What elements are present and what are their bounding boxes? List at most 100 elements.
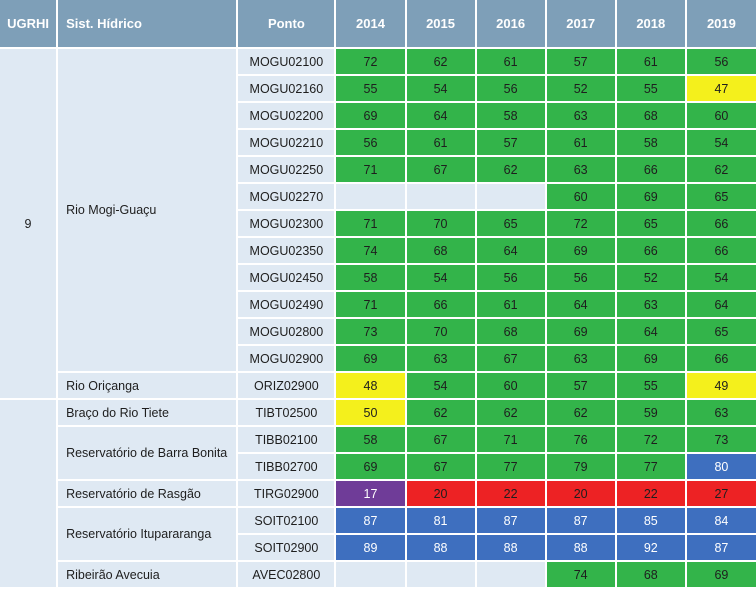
sistema-hidrico-cell: Reservatório Itupararanga [58, 508, 237, 560]
ponto-cell: TIBB02700 [238, 454, 335, 479]
ponto-cell: ORIZ02900 [238, 373, 335, 398]
value-cell: 85 [616, 508, 685, 533]
value-cell: 57 [546, 49, 615, 74]
value-cell: 54 [406, 265, 475, 290]
value-cell: 61 [546, 130, 615, 155]
sistema-hidrico-cell: Reservatório de Rasgão [58, 481, 237, 506]
value-cell: 88 [476, 535, 545, 560]
sistema-hidrico-cell: Rio Oriçanga [58, 373, 237, 398]
value-cell: 77 [616, 454, 685, 479]
value-cell: 67 [406, 427, 475, 452]
value-cell: 60 [686, 103, 756, 128]
value-cell: 54 [406, 373, 475, 398]
value-cell: 61 [406, 130, 475, 155]
ponto-cell: SOIT02100 [238, 508, 335, 533]
value-cell: 59 [616, 400, 685, 425]
value-cell: 66 [406, 292, 475, 317]
value-cell: 69 [686, 562, 756, 587]
value-cell [336, 562, 405, 587]
value-cell: 20 [546, 481, 615, 506]
ponto-cell: MOGU02800 [238, 319, 335, 344]
value-cell: 22 [476, 481, 545, 506]
value-cell: 71 [336, 157, 405, 182]
value-cell: 88 [406, 535, 475, 560]
value-cell: 68 [406, 238, 475, 263]
value-cell: 87 [476, 508, 545, 533]
ponto-cell: MOGU02490 [238, 292, 335, 317]
value-cell: 22 [616, 481, 685, 506]
value-cell: 64 [406, 103, 475, 128]
value-cell: 56 [476, 76, 545, 101]
value-cell: 73 [686, 427, 756, 452]
value-cell: 77 [476, 454, 545, 479]
value-cell [336, 184, 405, 209]
value-cell: 63 [546, 103, 615, 128]
value-cell: 69 [616, 184, 685, 209]
table-row: MOGU02300 71 70 65 72 65 66 [0, 211, 756, 236]
header-sist-hidrico: Sist. Hídrico [58, 0, 237, 47]
table-row: TIBB02700 69 67 77 79 77 80 [0, 454, 756, 479]
value-cell: 87 [686, 535, 756, 560]
value-cell: 58 [616, 130, 685, 155]
value-cell: 62 [546, 400, 615, 425]
value-cell: 61 [476, 49, 545, 74]
value-cell: 55 [616, 76, 685, 101]
value-cell: 69 [336, 103, 405, 128]
ponto-cell: MOGU02160 [238, 76, 335, 101]
value-cell: 72 [546, 211, 615, 236]
value-cell: 63 [406, 346, 475, 371]
table-row: MOGU02210 56 61 57 61 58 54 [0, 130, 756, 155]
value-cell: 66 [686, 238, 756, 263]
value-cell: 58 [476, 103, 545, 128]
sistema-hidrico-cell: Rio Mogi-Guaçu [58, 49, 237, 371]
table-row: Ribeirão Avecuia AVEC02800 74 68 69 [0, 562, 756, 587]
value-cell: 62 [406, 400, 475, 425]
value-cell: 73 [336, 319, 405, 344]
value-cell: 56 [546, 265, 615, 290]
table-row: MOGU02200 69 64 58 63 68 60 [0, 103, 756, 128]
value-cell: 70 [406, 211, 475, 236]
value-cell: 68 [616, 103, 685, 128]
value-cell: 63 [686, 400, 756, 425]
value-cell: 57 [546, 373, 615, 398]
header-ponto: Ponto [238, 0, 335, 47]
value-cell [476, 184, 545, 209]
value-cell: 20 [406, 481, 475, 506]
value-cell: 66 [686, 211, 756, 236]
value-cell: 27 [686, 481, 756, 506]
value-cell: 64 [616, 319, 685, 344]
table-row: MOGU02800 73 70 68 69 64 65 [0, 319, 756, 344]
value-cell: 54 [686, 265, 756, 290]
value-cell: 66 [686, 346, 756, 371]
value-cell: 69 [336, 346, 405, 371]
value-cell: 54 [686, 130, 756, 155]
value-cell: 61 [476, 292, 545, 317]
value-cell: 52 [546, 76, 615, 101]
value-cell: 71 [336, 211, 405, 236]
value-cell: 87 [336, 508, 405, 533]
value-cell: 56 [476, 265, 545, 290]
value-cell: 47 [686, 76, 756, 101]
sistema-hidrico-cell: Ribeirão Avecuia [58, 562, 237, 587]
value-cell: 66 [616, 238, 685, 263]
header-row: UGRHI Sist. Hídrico Ponto 2014 2015 2016… [0, 0, 756, 47]
value-cell: 89 [336, 535, 405, 560]
value-cell: 65 [616, 211, 685, 236]
value-cell: 67 [476, 346, 545, 371]
table-row: MOGU02250 71 67 62 63 66 62 [0, 157, 756, 182]
value-cell: 48 [336, 373, 405, 398]
value-cell: 68 [476, 319, 545, 344]
table-row: Braço do Rio Tiete TIBT02500 50 62 62 62 59 63 [0, 400, 756, 587]
value-cell: 87 [546, 508, 615, 533]
value-cell: 67 [406, 454, 475, 479]
value-cell [406, 184, 475, 209]
value-cell: 62 [476, 157, 545, 182]
table-row: MOGU02350 74 68 64 69 66 66 [0, 238, 756, 263]
value-cell: 63 [546, 346, 615, 371]
ponto-cell: TIRG02900 [238, 481, 335, 506]
value-cell: 63 [546, 157, 615, 182]
value-cell: 64 [546, 292, 615, 317]
value-cell: 92 [616, 535, 685, 560]
value-cell: 65 [476, 211, 545, 236]
value-cell: 54 [406, 76, 475, 101]
